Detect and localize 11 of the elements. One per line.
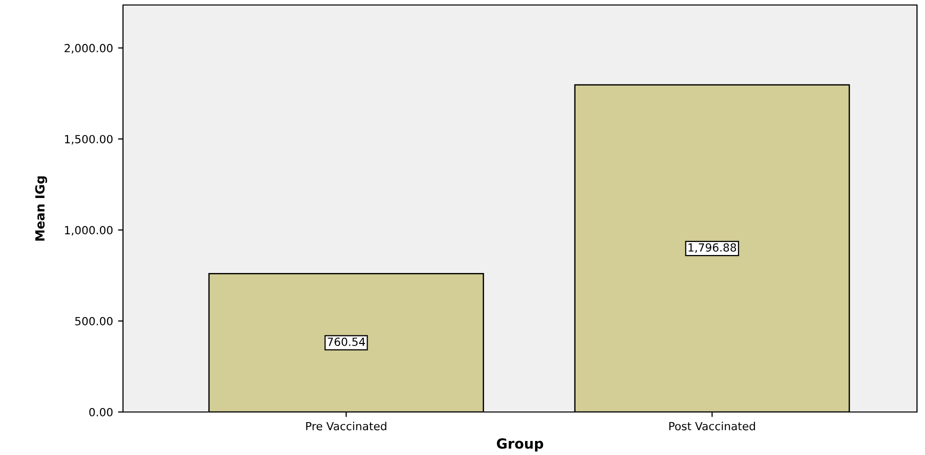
x-tick-label: Pre Vaccinated bbox=[306, 422, 386, 430]
y-tick-label: 1,500.00 bbox=[65, 134, 113, 144]
x-axis-title: Group bbox=[496, 438, 544, 452]
y-tick-label: 2,000.00 bbox=[64, 44, 113, 54]
x-tick-label: Post Vaccinated bbox=[669, 422, 755, 430]
y-tick-label: 0.00 bbox=[89, 408, 113, 416]
data-label: 760.54 bbox=[328, 338, 366, 346]
data-label: 1,796.88 bbox=[688, 243, 736, 253]
y-tick-label: 1,000.00 bbox=[65, 226, 113, 236]
y-axis-title: Mean IGg bbox=[35, 176, 48, 241]
y-tick-label: 500.00 bbox=[75, 316, 113, 326]
